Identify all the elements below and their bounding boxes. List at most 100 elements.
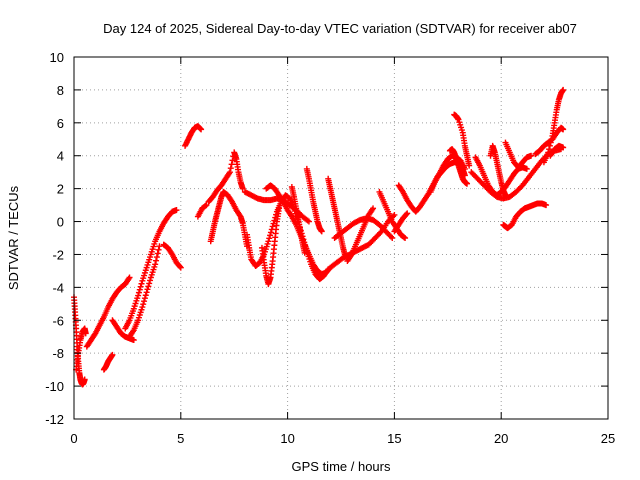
data-point [276,205,283,212]
series-track-ab [457,160,468,179]
data-point [547,139,554,146]
data-point [143,289,150,296]
data-point [144,286,151,293]
data-point [461,172,468,179]
series-track-x [391,210,411,235]
series-track-c [83,274,133,350]
series-track-q [288,183,308,256]
data-point [109,351,116,358]
data-point [141,295,148,302]
series-track-ai [540,86,567,166]
data-point [141,298,148,305]
data-point [145,283,152,290]
y-tick-label: -10 [45,379,64,394]
y-tick-label: 8 [57,83,64,98]
data-point [269,223,276,230]
data-point [464,180,471,187]
data-point [139,304,146,311]
series-track-u [344,205,377,265]
y-tick-label: -4 [52,280,64,295]
y-tick-label: 2 [57,182,64,197]
y-tick-label: 0 [57,215,64,230]
series-track-ag [502,139,535,171]
data-point [304,217,311,224]
series-track-j [205,149,246,205]
data-point [305,218,312,225]
data-point [266,235,273,242]
series-track-r [303,165,325,235]
x-axis-ticks: 0 5 10 15 20 25 [70,57,615,446]
data-point [546,142,553,149]
data-point [146,280,153,287]
data-point [152,261,159,268]
data-point [140,301,147,308]
data-point [560,86,567,93]
x-tick-label: 10 [280,431,294,446]
data-point [226,169,233,176]
y-tick-label: -2 [52,247,64,262]
series-track-ah [532,124,567,158]
y-axis-ticks: -12 -10 -8 -6 -4 -2 0 2 4 6 8 10 [45,50,608,427]
data-point [546,146,553,153]
data-point [198,126,205,133]
data-point [227,165,234,172]
chart-title: Day 124 of 2025, Sidereal Day-to-day VTE… [103,21,577,36]
series-track-ae [487,142,509,199]
data-point [147,277,154,284]
x-tick-label: 25 [601,431,615,446]
data-point [135,289,142,296]
data-point [155,246,162,253]
data-point [528,152,535,159]
data-point [153,257,160,264]
series-track-h [160,241,184,271]
data-point [389,235,396,241]
data-point [153,254,160,261]
data-point [267,232,274,239]
data-point [229,157,236,164]
data-point [402,235,409,241]
y-tick-label: -12 [45,412,64,427]
y-tick-label: 10 [50,50,64,65]
data-point [154,250,161,257]
series-track-f [122,207,180,332]
data-point [318,228,325,235]
series-track-d [100,351,116,373]
y-tick-label: -6 [52,313,64,328]
data-point [543,202,550,209]
series-track-i [182,123,205,149]
data-point [301,249,308,256]
data-point [370,205,377,212]
y-tick-label: -8 [52,346,64,361]
data-point [173,207,180,214]
data-point [404,210,411,217]
x-tick-label: 20 [494,431,508,446]
x-axis-label: GPS time / hours [292,459,391,474]
series-track-aj [547,142,567,159]
series-track-s [325,175,349,260]
data-point [203,202,210,209]
data-point [265,238,272,245]
y-tick-label: 4 [57,149,64,164]
y-tick-label: 6 [57,116,64,131]
data-point [135,292,142,299]
data-point [81,376,88,383]
data-point [403,211,410,218]
data-point [228,161,235,168]
data-point [560,126,567,133]
data-point [138,280,145,287]
data-point [130,337,137,344]
x-tick-label: 0 [70,431,77,446]
data-point [548,136,555,143]
data-points [71,86,567,388]
series-track-w [395,159,462,215]
data-point [142,292,149,299]
x-tick-label: 15 [387,431,401,446]
series-track-aa [451,111,473,169]
data-point [156,243,163,250]
data-point [239,185,246,192]
data-point [502,192,509,199]
series-track-b [73,325,89,373]
data-point [126,274,133,281]
x-tick-label: 5 [177,431,184,446]
